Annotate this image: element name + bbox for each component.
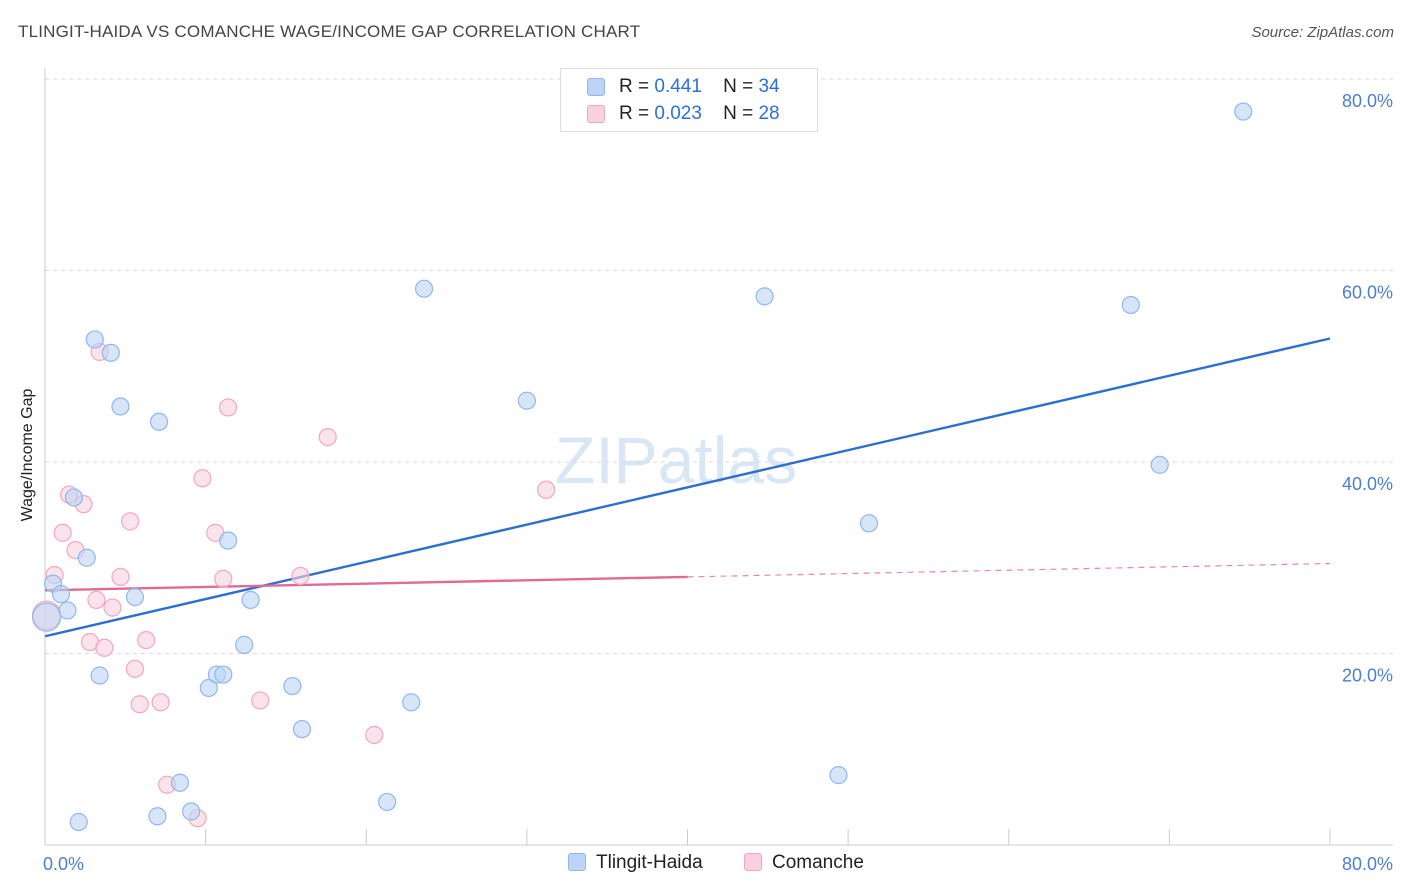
data-point-comanche <box>193 469 212 488</box>
data-point-tlingit-haida <box>148 807 167 826</box>
bottom-legend-tlingit-haida: Tlingit-Haida <box>568 852 703 874</box>
data-points <box>32 102 1253 832</box>
data-point-tlingit-haida <box>829 766 848 785</box>
data-point-comanche <box>95 638 114 657</box>
trend-line-extension-1 <box>687 562 1331 578</box>
legend-n-value: 28 <box>758 103 780 124</box>
trend-line-1 <box>44 575 688 592</box>
data-point-tlingit-haida <box>219 531 238 550</box>
data-point-comanche <box>53 523 72 542</box>
axes <box>44 68 1393 846</box>
data-point-tlingit-haida <box>214 665 233 684</box>
data-point-tlingit-haida <box>51 585 71 604</box>
trend-line-0 <box>44 337 1331 638</box>
data-point-comanche <box>151 693 170 712</box>
data-point-comanche <box>111 567 130 587</box>
data-point-tlingit-haida <box>182 802 201 821</box>
data-point-tlingit-haida <box>85 330 104 349</box>
data-point-comanche <box>103 598 122 617</box>
bottom-legend-comanche: Comanche <box>744 852 864 874</box>
data-point-tlingit-haida <box>1234 102 1253 121</box>
data-point-tlingit-haida <box>517 391 536 410</box>
data-point-tlingit-haida <box>378 792 397 812</box>
data-point-comanche <box>318 428 337 447</box>
data-point-tlingit-haida <box>859 514 879 533</box>
data-point-tlingit-haida <box>58 601 77 620</box>
data-point-tlingit-haida <box>32 602 62 632</box>
data-point-tlingit-haida <box>292 720 312 739</box>
data-point-tlingit-haida <box>402 693 421 712</box>
y-tick-label: 80.0% <box>1342 91 1393 111</box>
legend-box: R = 0.441 N = 34 R = 0.023 N = 28 <box>560 68 818 132</box>
source-label: Source: ZipAtlas.com <box>1251 24 1394 41</box>
tick-labels: 20.0% 40.0% 60.0% 80.0% 0.0% 80.0% <box>43 91 1393 874</box>
legend-r-value: 0.023 <box>654 103 702 124</box>
y-tick-label: 60.0% <box>1342 283 1393 303</box>
data-point-tlingit-haida <box>1150 455 1169 474</box>
data-point-comanche <box>365 725 384 744</box>
data-point-comanche <box>121 512 140 531</box>
data-point-tlingit-haida <box>69 812 88 832</box>
data-point-comanche <box>537 480 556 499</box>
data-point-comanche <box>130 695 149 714</box>
data-point-tlingit-haida <box>111 397 130 416</box>
data-point-tlingit-haida <box>101 343 120 362</box>
data-point-comanche <box>137 630 156 650</box>
data-point-tlingit-haida <box>241 590 260 609</box>
data-point-tlingit-haida <box>199 678 218 698</box>
y-tick-label: 40.0% <box>1342 474 1393 494</box>
data-point-tlingit-haida <box>90 666 109 685</box>
grid-lines <box>45 78 1393 654</box>
data-point-comanche <box>251 691 270 710</box>
data-point-tlingit-haida <box>125 587 145 607</box>
watermark: ZIPatlas <box>555 423 798 497</box>
legend-swatch-comanche <box>587 105 605 123</box>
data-point-tlingit-haida <box>414 279 434 298</box>
chart-title: TLINGIT-HAIDA VS COMANCHE WAGE/INCOME GA… <box>18 22 641 41</box>
data-point-tlingit-haida <box>1121 295 1140 315</box>
x-tick-label: 80.0% <box>1342 854 1393 874</box>
trend-lines <box>44 337 1331 638</box>
legend-n-value: 34 <box>758 76 780 97</box>
bottom-legend-swatch <box>568 853 586 871</box>
data-point-tlingit-haida <box>64 488 84 507</box>
data-point-tlingit-haida <box>77 548 96 567</box>
legend-swatch-tlingit-haida <box>587 78 605 96</box>
data-point-comanche <box>214 569 233 588</box>
legend-r-value: 0.441 <box>654 76 702 97</box>
data-point-tlingit-haida <box>149 412 169 431</box>
bottom-legend-swatch <box>744 853 762 871</box>
data-point-comanche <box>125 659 145 678</box>
data-point-tlingit-haida <box>755 287 774 306</box>
data-point-comanche <box>291 566 310 586</box>
data-point-tlingit-haida <box>283 676 302 696</box>
data-point-tlingit-haida <box>170 773 190 792</box>
y-tick-label: 20.0% <box>1342 666 1393 686</box>
data-point-comanche <box>219 398 238 417</box>
data-point-comanche <box>87 590 106 609</box>
data-point-tlingit-haida <box>235 635 254 654</box>
x-tick-label: 0.0% <box>43 854 84 874</box>
